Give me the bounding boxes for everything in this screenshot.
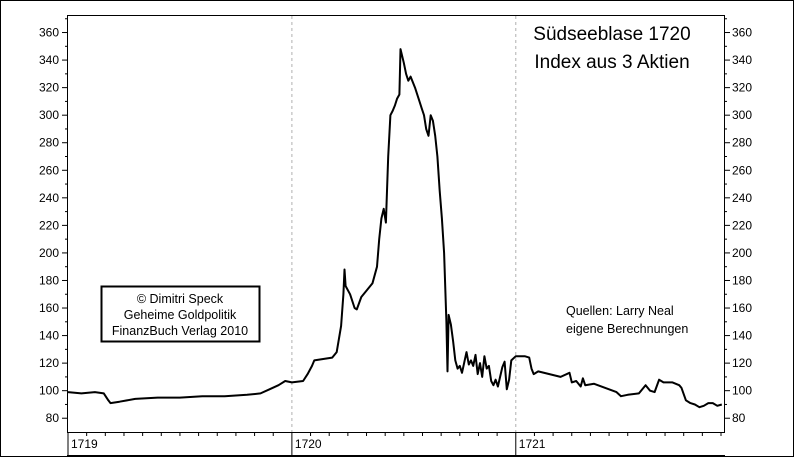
y-tick-label-left: 300 bbox=[39, 108, 59, 122]
y-tick-label-right: 240 bbox=[732, 191, 752, 205]
y-tick-label-left: 140 bbox=[39, 329, 59, 343]
y-tick-label-right: 260 bbox=[732, 163, 752, 177]
copyright-line-3: FinanzBuch Verlag 2010 bbox=[112, 324, 248, 338]
y-tick-label-left: 220 bbox=[39, 218, 59, 232]
y-tick-label-left: 180 bbox=[39, 273, 59, 287]
copyright-box bbox=[100, 285, 261, 343]
copyright-line-2: Geheime Goldpolitik bbox=[124, 308, 237, 322]
y-tick-label-right: 140 bbox=[732, 329, 752, 343]
y-tick-label-left: 260 bbox=[39, 163, 59, 177]
series-line bbox=[67, 48, 723, 409]
y-tick-label-right: 80 bbox=[732, 411, 746, 425]
year-label: 1721 bbox=[519, 437, 546, 451]
y-tick-label-right: 360 bbox=[732, 26, 752, 40]
chart-title: Südseeblase 1720 bbox=[533, 24, 690, 45]
year-label: 1720 bbox=[295, 437, 322, 451]
y-tick-label-left: 360 bbox=[39, 26, 59, 40]
y-tick-label-right: 200 bbox=[732, 246, 752, 260]
y-tick-label-right: 180 bbox=[732, 273, 752, 287]
y-tick-label-right: 280 bbox=[732, 136, 752, 150]
y-tick-label-right: 220 bbox=[732, 218, 752, 232]
y-tick-label-right: 340 bbox=[732, 53, 752, 67]
plot-frame bbox=[67, 15, 725, 433]
y-tick-label-left: 280 bbox=[39, 136, 59, 150]
y-tick-label-right: 100 bbox=[732, 384, 752, 398]
y-tick-label-right: 120 bbox=[732, 356, 752, 370]
y-tick-label-left: 240 bbox=[39, 191, 59, 205]
y-tick-label-left: 120 bbox=[39, 356, 59, 370]
y-tick-label-right: 320 bbox=[732, 81, 752, 95]
y-tick-label-left: 100 bbox=[39, 384, 59, 398]
y-axis-right: 80 100 120 140 160 180 200 220 240 260 280 300 320 34… bbox=[724, 18, 752, 425]
y-tick-label-left: 160 bbox=[39, 301, 59, 315]
x-axis: 1719 1720 1721 bbox=[67, 432, 722, 455]
y-tick-label-left: 200 bbox=[39, 246, 59, 260]
year-label: 1719 bbox=[71, 437, 98, 451]
y-tick-label-left: 80 bbox=[46, 411, 60, 425]
y-axis-left: 80 100 120 140 160 180 200 220 240 260 280 300 320 34… bbox=[39, 18, 68, 425]
source-line-2: eigene Berechnungen bbox=[566, 322, 688, 336]
y-tick-label-left: 340 bbox=[39, 53, 59, 67]
copyright-line-1: © Dimitri Speck bbox=[137, 292, 224, 306]
y-tick-label-left: 320 bbox=[39, 81, 59, 95]
y-tick-label-right: 160 bbox=[732, 301, 752, 315]
y-tick-label-right: 300 bbox=[732, 108, 752, 122]
source-line-1: Quellen: Larry Neal bbox=[566, 304, 674, 318]
chart-subtitle: Index aus 3 Aktien bbox=[534, 52, 689, 73]
